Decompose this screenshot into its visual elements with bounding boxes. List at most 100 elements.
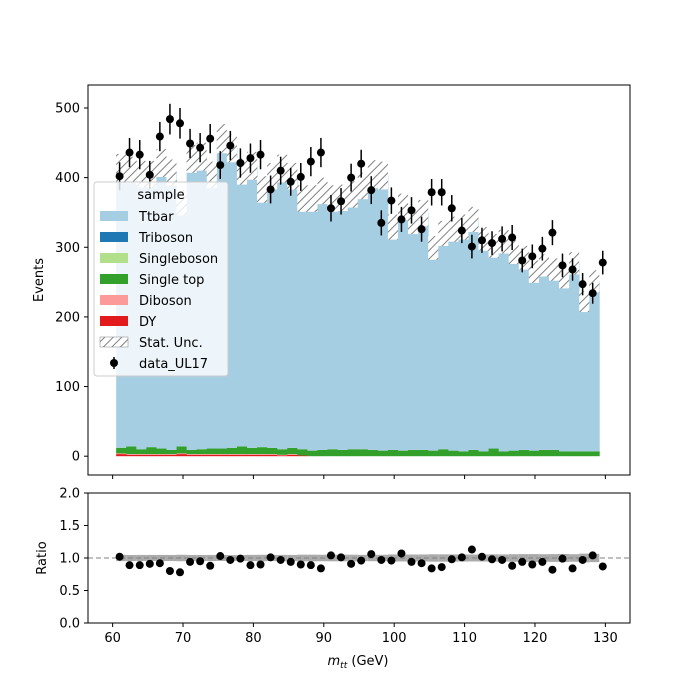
bar-ttbar bbox=[367, 174, 379, 450]
bar-dy bbox=[216, 454, 228, 457]
bar-dy bbox=[297, 455, 308, 457]
bar-ttbar bbox=[347, 194, 359, 450]
ratio-point bbox=[216, 552, 225, 561]
bar-ttbar bbox=[418, 213, 429, 450]
bar-single-top bbox=[458, 451, 469, 457]
legend-label: Stat. Unc. bbox=[139, 336, 203, 351]
bar-ttbar bbox=[438, 233, 449, 450]
ratio-unc-band bbox=[297, 554, 308, 562]
stat-unc-band bbox=[408, 208, 419, 235]
bar-ttbar bbox=[458, 227, 469, 452]
x-tick-label: 120 bbox=[523, 631, 548, 646]
bar-single-top bbox=[247, 447, 258, 455]
data-point bbox=[226, 141, 235, 150]
ratio-y-axis-label: Ratio bbox=[35, 541, 50, 574]
stat-unc-band bbox=[267, 163, 278, 190]
data-point bbox=[407, 206, 416, 215]
stat-unc-band bbox=[397, 193, 409, 221]
ratio-point bbox=[457, 553, 466, 562]
bar-dy bbox=[247, 454, 258, 457]
bar-dy bbox=[267, 454, 278, 457]
ratio-plot-area: 0.0 0.5 1.0 1.5 2.0 60 70 80 90 100 110 120 130 Rat… bbox=[35, 487, 631, 671]
bar-diboson bbox=[136, 454, 147, 455]
ratio-point bbox=[286, 557, 295, 566]
ratio-point bbox=[367, 550, 376, 559]
x-tick-label: 130 bbox=[593, 631, 618, 646]
legend-swatch bbox=[100, 253, 128, 263]
bar-ttbar bbox=[569, 263, 580, 452]
data-point bbox=[548, 228, 557, 237]
stat-unc-band bbox=[347, 181, 358, 208]
bar-diboson bbox=[126, 454, 137, 455]
y-axis-label: Events bbox=[32, 258, 47, 302]
bar-single-top bbox=[387, 449, 399, 457]
legend-label: Diboson bbox=[139, 294, 192, 309]
bar-ttbar bbox=[508, 252, 520, 451]
stat-unc-band bbox=[448, 216, 459, 242]
ratio-point bbox=[226, 555, 235, 564]
bar-diboson bbox=[146, 454, 157, 455]
legend-marker bbox=[110, 359, 118, 367]
bar-single-top bbox=[408, 449, 419, 457]
ratio-point bbox=[598, 562, 607, 571]
data-point bbox=[578, 280, 587, 289]
bar-single-top bbox=[589, 451, 600, 457]
bar-ttbar bbox=[377, 175, 389, 451]
data-point bbox=[397, 215, 406, 224]
bar-ttbar bbox=[307, 198, 318, 451]
ratio-point bbox=[256, 560, 265, 569]
data-point bbox=[135, 150, 144, 159]
data-point bbox=[347, 173, 356, 182]
stat-unc-band bbox=[216, 124, 227, 154]
ratio-point bbox=[437, 563, 446, 572]
bar-single-top bbox=[156, 448, 167, 455]
legend-swatch bbox=[100, 232, 128, 242]
data-point bbox=[216, 161, 225, 170]
y-tick-label: 200 bbox=[55, 310, 80, 325]
ratio-point bbox=[477, 552, 486, 561]
bar-single-top bbox=[428, 450, 439, 457]
data-point bbox=[186, 139, 195, 148]
ratio-unc-band bbox=[569, 554, 580, 562]
bar-single-top bbox=[257, 447, 268, 455]
bar-single-top bbox=[448, 450, 459, 457]
bar-single-top bbox=[176, 446, 188, 454]
bar-ttbar bbox=[267, 176, 278, 448]
bar-dy bbox=[126, 454, 137, 457]
bar-single-top bbox=[216, 448, 228, 455]
bar-diboson bbox=[186, 454, 198, 455]
stat-unc-band bbox=[206, 161, 217, 189]
bar-ttbar bbox=[397, 206, 409, 451]
ratio-y-tick-label: 2.0 bbox=[59, 487, 80, 502]
ratio-unc-band bbox=[176, 554, 187, 562]
stat-unc-band bbox=[116, 153, 127, 182]
stat-unc-band bbox=[438, 220, 449, 246]
y-tick-label: 0 bbox=[72, 450, 80, 465]
bar-single-top bbox=[327, 449, 339, 457]
data-point bbox=[498, 234, 507, 243]
data-point bbox=[236, 159, 245, 167]
bar-ttbar bbox=[287, 176, 298, 448]
stat-unc-band bbox=[377, 161, 388, 190]
bar-dy bbox=[146, 454, 157, 457]
bar-single-top bbox=[196, 449, 208, 455]
stat-unc-band bbox=[236, 158, 248, 185]
ratio-point bbox=[377, 555, 386, 564]
bar-ttbar bbox=[538, 265, 550, 450]
ratio-unc-band bbox=[408, 554, 419, 562]
bar-single-top bbox=[438, 449, 449, 457]
bar-single-top bbox=[377, 450, 389, 457]
x-axis-label-symbol: m bbox=[328, 654, 341, 669]
data-point bbox=[296, 172, 305, 181]
stat-unc-band bbox=[297, 185, 308, 212]
bar-single-top bbox=[559, 451, 570, 457]
ratio-point bbox=[548, 565, 557, 574]
stat-unc-band bbox=[528, 260, 539, 283]
bar-dy bbox=[287, 454, 298, 457]
bar-dy bbox=[176, 454, 188, 457]
data-point bbox=[256, 150, 265, 159]
ratio-point bbox=[206, 561, 215, 570]
stat-unc-band bbox=[559, 266, 570, 289]
data-point bbox=[437, 188, 446, 197]
